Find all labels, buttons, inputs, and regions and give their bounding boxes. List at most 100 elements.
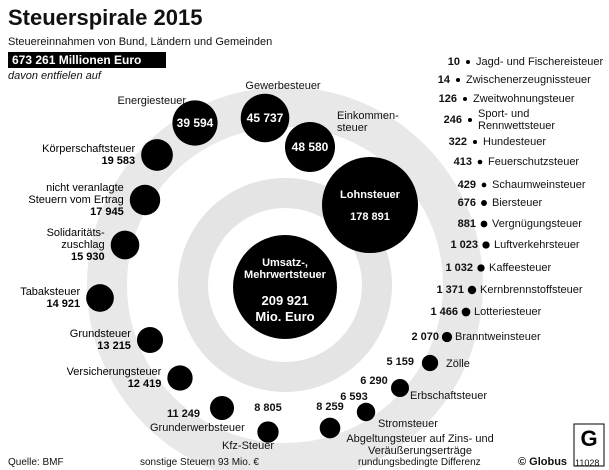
- bubble: [319, 417, 341, 439]
- label-group: Körperschaftsteuer 19 583: [42, 143, 135, 167]
- value-label: 1 371: [436, 284, 464, 296]
- value-label: 322: [448, 136, 467, 148]
- value-label: 5 159: [386, 356, 414, 368]
- bubble: [86, 284, 114, 312]
- chart-id: 11028: [575, 458, 600, 468]
- value-label: 676: [457, 197, 476, 209]
- category-label: Grundsteuer: [69, 328, 131, 340]
- total: 673 261 Millionen Euro: [12, 53, 142, 67]
- category-label: Branntweinsteuer: [455, 331, 541, 343]
- bubble: [441, 331, 453, 343]
- label-group: Solidaritäts- zuschlag 15 930: [47, 227, 105, 263]
- label-group: Tabaksteuer 14 921: [20, 286, 80, 310]
- category-label: Energiesteuer: [117, 95, 187, 107]
- category-label: Körperschaftsteuer: [42, 143, 136, 155]
- total-box: [8, 52, 166, 68]
- bubble: [129, 184, 161, 216]
- bubble: [257, 421, 279, 443]
- bubble: [472, 139, 478, 145]
- category-label: Luftverkehrsteuer: [494, 239, 580, 251]
- value-label: 14: [437, 74, 450, 86]
- category-label: Kfz-Steuer: [222, 440, 274, 452]
- bubble: [110, 230, 140, 260]
- source: Quelle: BMF: [8, 457, 64, 468]
- value-label: 11 249: [166, 408, 200, 420]
- value-label: 1 023: [450, 239, 478, 251]
- category-label: Abgeltungsteuer auf Zins- und Veräußerun…: [346, 433, 494, 457]
- background-ring: [178, 178, 392, 392]
- bubble: [136, 326, 164, 354]
- category-label: Kernbrennstoffsteuer: [480, 284, 583, 296]
- category-label: Kaffeesteuer: [489, 262, 552, 274]
- value-label: 2 070: [411, 331, 439, 343]
- value-label: 6 290: [360, 375, 388, 387]
- label-group: nicht veranlagte Steuern vom Ertrag 17 94…: [28, 182, 123, 218]
- note: davon entfielen auf: [8, 70, 101, 82]
- value-label: 126: [438, 93, 457, 105]
- category-label: Zwischenerzeugnissteuer: [466, 74, 591, 86]
- label-group: Grundsteuer 13 215: [70, 328, 131, 352]
- bubble: [466, 60, 470, 64]
- category-label: Versicherungsteuer: [66, 366, 162, 378]
- category-label: Lohnsteuer: [340, 189, 400, 201]
- value-label: 12 419: [127, 378, 162, 390]
- bubble: [356, 402, 376, 422]
- value-label: 413: [453, 156, 472, 168]
- value-label: 19 583: [101, 155, 136, 167]
- category-label: Zweitwohnungsteuer: [473, 93, 575, 105]
- bubble: [390, 378, 410, 398]
- value-label: 881: [457, 218, 476, 230]
- bubble: [467, 285, 477, 295]
- category-label: Hundesteuer: [483, 136, 546, 148]
- bubble: [461, 307, 471, 317]
- value-label: 10: [447, 56, 460, 68]
- publisher: © Globus: [518, 456, 568, 468]
- bubble: [172, 100, 218, 146]
- category-label: Solidaritäts- zuschlag: [46, 227, 105, 251]
- category-label: Zölle: [446, 358, 470, 370]
- value-label: 8 259: [316, 401, 344, 413]
- value-label: 178 891: [350, 211, 390, 223]
- value-label: 209 921: [261, 293, 309, 308]
- value-label: 13 215: [97, 340, 131, 352]
- bubble: [456, 78, 460, 82]
- value-label: 429: [457, 179, 476, 191]
- category-label: Schaumweinsteuer: [492, 179, 586, 191]
- category-label: nicht veranlagte Steuern vom Ertrag: [28, 182, 124, 206]
- bubble: [481, 200, 487, 206]
- category-label: Jagd- und Fischereisteuer: [476, 56, 604, 68]
- category-label: Biersteuer: [492, 197, 543, 209]
- bubble: [480, 220, 488, 228]
- category-label: Umsatz-, Mehrwertsteuer: [244, 257, 326, 281]
- category-label: Stromsteuer: [378, 418, 438, 430]
- value-label: 45 737: [246, 111, 284, 125]
- value-label: 1 466: [430, 306, 458, 318]
- category-label: Tabaksteuer: [20, 286, 81, 298]
- bubble: [167, 365, 193, 391]
- value-label: 6 593: [340, 391, 368, 403]
- bubble: [284, 121, 336, 173]
- title: Steuerspirale 2015: [8, 5, 203, 30]
- bubble: [421, 354, 439, 372]
- label-group: Versicherungsteuer 12 419: [67, 366, 162, 390]
- category-label: Grunderwerbsteuer: [150, 422, 245, 434]
- category-label: Erbschaftsteuer: [410, 390, 488, 402]
- bubble: [481, 182, 487, 188]
- unit-label: Mio. Euro: [255, 309, 315, 324]
- category-label: Feuerschutzsteuer: [488, 156, 580, 168]
- subtitle: Steuereinnahmen von Bund, Ländern und Ge…: [8, 36, 273, 48]
- other-note: sonstige Steuern 93 Mio. €: [140, 457, 259, 468]
- value-label: 15 930: [71, 251, 105, 263]
- bubble: [477, 264, 485, 272]
- value-label: 17 945: [90, 206, 124, 218]
- bubble: [233, 235, 337, 339]
- bubble: [482, 241, 490, 249]
- logo-box: [573, 423, 605, 467]
- bubble: [321, 156, 419, 254]
- bubble: [468, 118, 472, 122]
- category-label: Vergnügungsteuer: [492, 218, 582, 230]
- value-label: 39 594: [176, 116, 214, 130]
- category-label: Gewerbesteuer: [245, 80, 321, 92]
- value-label: 1 032: [445, 262, 473, 274]
